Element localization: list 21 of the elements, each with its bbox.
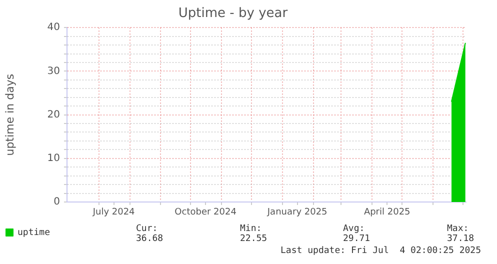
y-tick-label: 10 (47, 152, 60, 164)
x-tick-label: April 2025 (364, 208, 410, 218)
y-tick-label: 20 (47, 109, 60, 120)
text: Cur: (136, 224, 158, 234)
text: Avg: (343, 224, 365, 234)
x-tick-label: October 2024 (174, 208, 237, 218)
y-tick-label: 0 (54, 196, 60, 208)
text: 29.71 (343, 234, 370, 244)
y-tick-label: 40 (47, 22, 60, 34)
text: 22.55 (240, 234, 268, 244)
text: 36.68 (136, 234, 164, 244)
text: 37.18 (447, 234, 474, 244)
chart-title: Uptime - by year (178, 6, 288, 22)
x-tick-label: January 2025 (266, 208, 328, 218)
y-axis-title: uptime in days (3, 74, 16, 156)
text: Last update: Fri Jul 4 02:00:25 2025 (280, 246, 481, 256)
text: Min: (240, 224, 262, 234)
y-tick-label: 30 (47, 66, 60, 77)
text: Max: (447, 224, 469, 234)
x-tick-label: July 2024 (92, 208, 136, 218)
legend-label: uptime (18, 228, 50, 238)
